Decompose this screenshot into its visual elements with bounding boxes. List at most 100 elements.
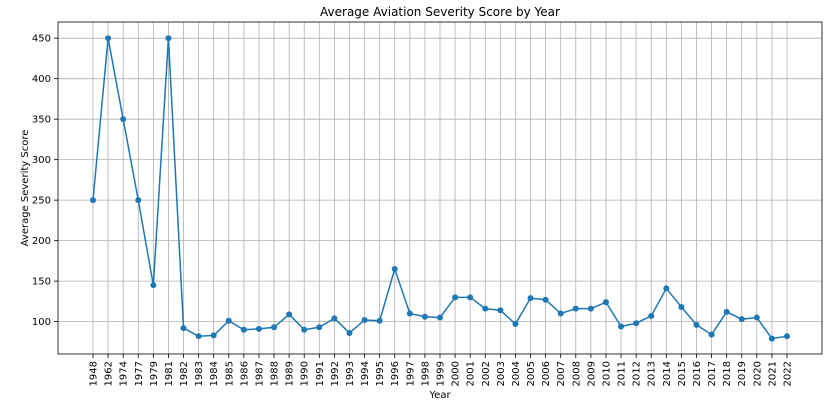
x-tick-label: 1988 — [270, 361, 281, 386]
data-point — [738, 316, 745, 323]
data-point — [105, 35, 112, 42]
data-point — [678, 304, 685, 311]
x-tick-label: 2007 — [556, 361, 567, 386]
y-tick-label: 100 — [32, 317, 51, 328]
x-tick-label: 1981 — [164, 361, 175, 386]
x-tick-label: 1989 — [285, 361, 296, 386]
x-tick-label: 1974 — [119, 361, 130, 386]
x-tick-label: 2021 — [767, 361, 778, 386]
x-tick-label: 2003 — [496, 361, 507, 386]
data-point — [708, 331, 715, 338]
data-point — [467, 294, 474, 301]
data-point — [512, 321, 519, 328]
x-tick-label: 1977 — [134, 361, 145, 386]
x-tick-label: 1992 — [330, 361, 341, 386]
data-point — [768, 335, 775, 342]
x-tick-label: 1995 — [375, 361, 386, 386]
x-tick-label: 1982 — [179, 361, 190, 386]
y-axis-label: Average Severity Score — [20, 130, 31, 247]
data-point — [497, 307, 504, 314]
data-point — [120, 116, 127, 123]
data-point — [150, 282, 157, 289]
data-point — [527, 295, 534, 302]
data-point — [180, 325, 187, 332]
data-point — [482, 305, 489, 312]
x-tick-label: 1991 — [315, 361, 326, 386]
y-tick-label: 200 — [32, 236, 51, 247]
chart-title: Average Aviation Severity Score by Year — [320, 5, 560, 19]
data-point — [195, 333, 202, 340]
data-point — [240, 326, 247, 333]
x-tick-label: 2017 — [707, 361, 718, 386]
data-point — [301, 326, 308, 333]
data-point — [346, 329, 353, 336]
x-tick-label: 1998 — [420, 361, 431, 386]
x-tick-label: 2005 — [526, 361, 537, 386]
x-tick-label: 2008 — [571, 361, 582, 386]
data-point — [90, 197, 96, 204]
y-axis: 100 150 200 250 300 350 400 450 — [32, 34, 58, 328]
data-point — [437, 314, 443, 321]
x-tick-label: 1983 — [194, 361, 205, 386]
data-point — [452, 294, 459, 301]
x-tick-label: 2019 — [737, 361, 748, 386]
x-tick-label: 2000 — [451, 361, 462, 386]
data-point — [693, 321, 700, 328]
data-point — [210, 332, 217, 339]
x-tick-label: 1996 — [390, 361, 401, 386]
x-tick-label: 2014 — [662, 361, 673, 386]
x-tick-label: 2001 — [466, 361, 477, 386]
data-point — [391, 265, 398, 272]
x-tick-label: 2004 — [511, 361, 522, 386]
data-point — [135, 197, 142, 204]
data-point — [753, 314, 760, 321]
x-tick-label: 2018 — [722, 361, 733, 386]
y-tick-label: 450 — [32, 34, 51, 45]
data-point — [331, 315, 338, 322]
data-point — [376, 317, 383, 324]
data-point — [406, 310, 413, 317]
x-tick-label: 1993 — [345, 361, 356, 386]
x-tick-label: 1948 — [89, 361, 100, 386]
x-tick-label: 1997 — [405, 361, 416, 386]
data-point — [648, 312, 655, 319]
x-axis: 1948 1962 1974 1977 1979 1981 1982 1983 1984 1985… — [89, 354, 794, 386]
data-point — [618, 323, 625, 330]
x-tick-label: 2016 — [692, 361, 703, 386]
data-point — [542, 296, 549, 303]
data-point — [784, 333, 790, 340]
data-point — [255, 325, 262, 332]
x-axis-label: Year — [428, 390, 451, 401]
x-tick-label: 2011 — [617, 361, 628, 386]
x-tick-label: 1987 — [254, 361, 265, 386]
x-tick-label: 1979 — [149, 361, 160, 386]
x-tick-label: 1962 — [104, 361, 115, 386]
grid — [58, 22, 822, 354]
data-point — [421, 313, 428, 320]
x-tick-label: 2020 — [752, 361, 763, 386]
x-tick-label: 2002 — [481, 361, 492, 386]
data-point — [557, 310, 564, 317]
x-tick-label: 2012 — [632, 361, 643, 386]
data-point — [361, 316, 368, 323]
x-tick-label: 2022 — [783, 361, 794, 386]
y-tick-label: 300 — [32, 155, 51, 166]
data-point — [316, 324, 323, 331]
data-point — [602, 299, 609, 306]
data-point — [587, 305, 594, 312]
data-point — [633, 320, 640, 327]
data-point — [271, 324, 278, 331]
x-tick-label: 2006 — [541, 361, 552, 386]
x-tick-label: 2015 — [677, 361, 688, 386]
x-tick-label: 1985 — [224, 361, 235, 386]
data-point — [723, 308, 730, 315]
y-tick-label: 350 — [32, 115, 51, 126]
x-tick-label: 2009 — [586, 361, 597, 386]
data-point — [286, 311, 293, 318]
x-tick-label: 2013 — [647, 361, 658, 386]
y-tick-label: 150 — [32, 277, 51, 288]
data-point — [572, 305, 579, 312]
x-tick-label: 1990 — [300, 361, 311, 386]
x-tick-label: 2010 — [601, 361, 612, 386]
